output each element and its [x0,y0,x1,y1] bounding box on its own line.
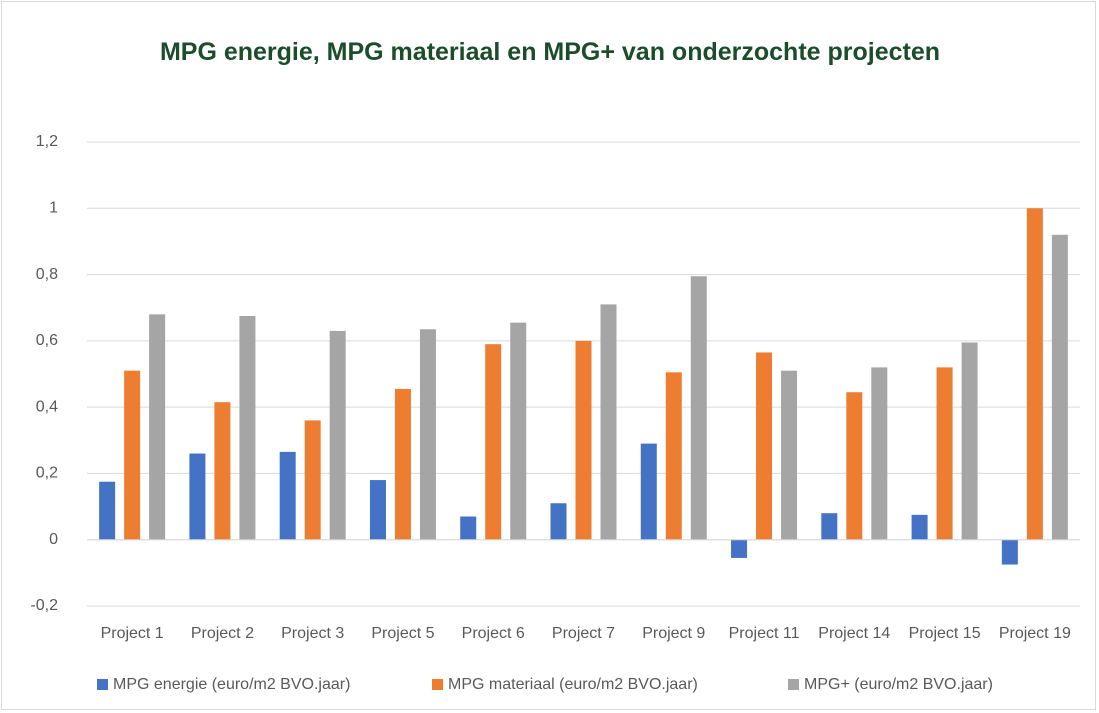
bar [394,388,411,540]
legend-label: MPG+ (euro/m2 BVO.jaar) [804,676,993,693]
bar [871,367,888,540]
bar [304,420,321,540]
bar [1001,539,1018,565]
bar [550,503,567,540]
bar [99,481,116,540]
x-tick-label: Project 11 [729,625,800,642]
x-tick-label: Project 7 [552,625,615,642]
legend-swatch [97,679,108,690]
x-tick-label: Project 15 [909,625,981,642]
bar [214,402,231,540]
y-tick-label: 0,4 [36,398,58,415]
y-tick-label: 0,2 [36,465,58,482]
bar [124,370,141,540]
bar [460,516,477,540]
x-tick-label: Project 19 [999,625,1071,642]
legend-label: MPG materiaal (euro/m2 BVO.jaar) [448,676,698,693]
y-tick-label: 0,6 [36,332,58,349]
bar [640,443,657,540]
y-tick-label: -0,2 [30,597,58,614]
bar [575,340,592,540]
bar [756,352,773,540]
bar [821,513,838,540]
legend-swatch [432,679,443,690]
bar [911,514,928,540]
bar [279,451,296,540]
x-tick-label: Project 6 [462,625,525,642]
x-tick-label: Project 1 [101,625,164,642]
chart-title: MPG energie, MPG materiaal en MPG+ van o… [159,38,941,66]
bar [665,372,682,540]
bar [419,329,436,540]
y-tick-label: 0,8 [36,266,58,283]
bar [846,392,863,540]
x-tick-label: Project 2 [191,625,254,642]
bar [781,370,798,540]
y-tick-label: 1,2 [36,133,58,150]
x-tick-label: Project 14 [818,625,890,642]
legend-swatch [788,679,799,690]
bar [369,480,386,540]
bar [1026,208,1043,540]
y-tick-label: 0 [49,531,58,548]
x-tick-label: Project 5 [371,625,434,642]
y-tick-label: 1 [49,200,58,217]
x-tick-label: Project 9 [642,625,705,642]
bar [510,322,527,540]
bar [731,539,748,558]
x-tick-label: Project 3 [281,625,344,642]
bar [690,276,707,540]
bar [961,342,978,540]
bar [239,316,256,540]
bar [149,314,166,540]
bar [485,344,502,540]
bar [189,453,206,540]
bar [329,330,346,540]
bar [1051,234,1068,540]
legend-label: MPG energie (euro/m2 BVO.jaar) [113,676,350,693]
bar [600,304,617,540]
bar [936,367,953,540]
